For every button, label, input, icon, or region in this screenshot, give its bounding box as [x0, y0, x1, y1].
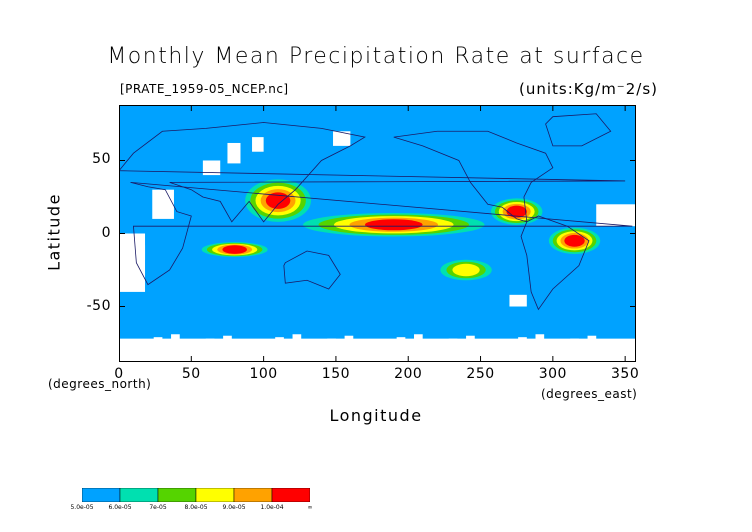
missing-data-patch [518, 337, 527, 344]
colorbar-label: 5.0e-05 [70, 504, 94, 511]
coastline [119, 122, 626, 223]
y-tick-label: -50 [86, 297, 111, 314]
missing-data-patch [604, 343, 614, 350]
precipitation-map [119, 105, 636, 362]
precip-region [364, 219, 423, 231]
missing-data-patch [152, 189, 174, 219]
missing-data-patch [119, 233, 146, 292]
missing-data-patch [257, 340, 267, 347]
colorbar-label: ∞ [307, 504, 313, 511]
colorbar-label: 8.0e-05 [184, 504, 208, 511]
x-axis-title: Longitude [329, 406, 423, 425]
colorbar-swatch [195, 488, 235, 502]
coastline [283, 250, 341, 290]
colorbar-label: 1.0e-04 [260, 504, 284, 511]
missing-data-patch [535, 334, 545, 341]
colorbar [82, 488, 310, 502]
missing-data-patch [136, 245, 146, 260]
missing-data-patch [396, 337, 406, 344]
missing-data-patch [205, 338, 215, 345]
y-tick-label: 0 [101, 224, 111, 241]
missing-data-patch [596, 204, 636, 227]
missing-data-patch [223, 335, 232, 342]
precip-region [265, 192, 291, 209]
missing-data-patch [119, 343, 128, 350]
colorbar-swatch [271, 488, 310, 502]
chart-title: Monthly Mean Precipitation Rate at surfa… [107, 44, 645, 69]
x-tick-label: 300 [538, 366, 567, 382]
missing-data-patch [171, 334, 180, 341]
colorbar-swatch [119, 488, 159, 502]
file-name: [PRATE_1959-05_NCEP.nc] [120, 82, 289, 96]
coastline [520, 215, 590, 311]
missing-data-patch [414, 334, 423, 341]
coastline [130, 181, 633, 286]
missing-data-patch [136, 340, 146, 347]
colorbar-label: 7e-05 [149, 504, 167, 511]
missing-data-patch [344, 335, 354, 342]
y-axis-unit: (degrees_north) [48, 377, 152, 391]
coastline [393, 130, 554, 223]
missing-data-patch [252, 137, 264, 152]
missing-data-patch [333, 131, 351, 146]
missing-data-patch [227, 142, 241, 164]
precip-region [222, 245, 247, 254]
missing-data-patch [448, 338, 458, 345]
missing-data-patch [202, 160, 221, 176]
missing-data-patch [309, 341, 319, 348]
missing-data-patch [622, 340, 631, 347]
missing-data-patch [483, 343, 493, 350]
missing-data-patch [552, 341, 562, 348]
x-tick-label: 200 [394, 366, 423, 382]
x-tick-label: 0 [114, 366, 124, 382]
missing-data-patch [327, 338, 336, 345]
x-tick-label: 250 [466, 366, 495, 382]
x-tick-label: 150 [321, 366, 351, 382]
y-tick-label: 50 [92, 151, 111, 168]
x-tick-label: 50 [181, 366, 201, 382]
units-label: (units:Kg/m⁻2/s) [519, 80, 658, 98]
missing-data-patch [361, 343, 371, 350]
missing-data-patch [188, 341, 198, 348]
colorbar-swatch [82, 488, 121, 502]
missing-data-patch [587, 335, 597, 342]
missing-data-patch [466, 335, 475, 342]
missing-data-patch [292, 334, 302, 341]
x-axis-unit: (degrees_east) [541, 387, 638, 401]
missing-data-patch [431, 341, 441, 348]
colorbar-swatch [157, 488, 197, 502]
missing-data-patch [509, 294, 527, 307]
coastline [545, 113, 612, 147]
missing-data-patch [570, 338, 579, 345]
missing-data-patch [379, 340, 388, 347]
colorbar-label: 9.0e-05 [222, 504, 246, 511]
missing-data-patch [275, 337, 284, 344]
precip-region [564, 234, 585, 247]
missing-data-patch [500, 340, 510, 347]
missing-data-patch [240, 343, 250, 350]
colorbar-label: 6.0e-05 [108, 504, 132, 511]
missing-data-patch [153, 337, 163, 344]
x-tick-label: 100 [249, 366, 278, 382]
colorbar-swatch [233, 488, 273, 502]
precip-region [452, 263, 480, 277]
y-axis-title: Latitude [44, 193, 64, 271]
x-tick-label: 350 [611, 366, 640, 382]
